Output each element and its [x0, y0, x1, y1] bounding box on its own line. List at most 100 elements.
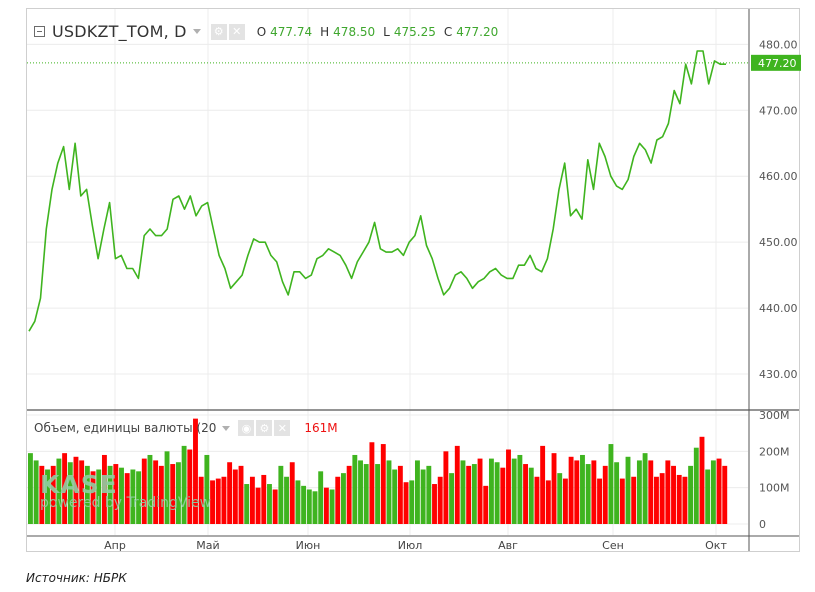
volume-bar — [50, 465, 56, 524]
volume-bar — [141, 458, 147, 524]
volume-bar — [409, 480, 415, 524]
visibility-icon[interactable]: ◉ — [238, 420, 255, 436]
volume-bar — [198, 476, 204, 524]
volume-bar — [511, 458, 517, 524]
volume-bar — [534, 476, 540, 524]
volume-bar — [73, 456, 79, 524]
volume-bar — [705, 469, 711, 524]
volume-bar — [90, 471, 96, 524]
volume-bar — [181, 445, 187, 524]
volume-bar — [62, 453, 68, 524]
volume-bar — [722, 465, 728, 524]
volume-bar — [506, 449, 511, 524]
ohlc-open-value: 477.74 — [270, 24, 313, 39]
volume-bar — [437, 476, 443, 524]
ohlc-open-label: O — [256, 24, 267, 39]
time-tick-label: Май — [196, 539, 219, 552]
volume-bar — [528, 467, 534, 524]
volume-bar — [716, 458, 722, 524]
volume-bar — [517, 454, 523, 524]
volume-bar — [545, 480, 551, 524]
volume-bar — [221, 476, 227, 524]
price-line — [28, 50, 726, 332]
chevron-down-icon[interactable] — [222, 425, 231, 431]
ohlc-close-value: 477.20 — [456, 24, 499, 39]
volume-bar — [710, 460, 716, 524]
volume-bar — [261, 474, 267, 524]
volume-bar — [45, 469, 50, 524]
volume-bar — [659, 473, 665, 524]
volume-bar — [585, 464, 591, 524]
volume-bar — [96, 469, 102, 524]
volume-bar — [153, 460, 159, 524]
volume-bar — [352, 454, 358, 524]
volume-bar — [232, 469, 238, 524]
ohlc-low-label: L — [383, 24, 390, 39]
volume-bar — [306, 489, 312, 524]
volume-bar — [335, 476, 341, 524]
chevron-down-icon[interactable] — [192, 29, 201, 34]
volume-bar — [136, 471, 142, 524]
volume-bar — [329, 489, 335, 524]
volume-bar — [466, 465, 472, 524]
volume-bar — [244, 484, 250, 524]
price-line-layer — [27, 50, 749, 332]
volume-bar — [562, 478, 568, 524]
volume-bar — [597, 478, 602, 524]
volume-bar — [699, 436, 705, 524]
volume-bar — [580, 454, 585, 524]
volume-bar — [363, 464, 369, 524]
volume-bar — [426, 465, 432, 524]
settings-icon[interactable]: ⚙ — [210, 23, 227, 40]
volume-bar — [289, 462, 295, 524]
symbol-title[interactable]: USDKZT_TOM, D — [52, 22, 187, 41]
volume-bar — [369, 442, 375, 524]
ohlc-high-label: H — [320, 24, 330, 39]
volume-bar — [79, 460, 85, 524]
volume-bar — [210, 480, 216, 524]
volume-bar — [631, 476, 637, 524]
volume-bar — [101, 454, 107, 524]
volume-bar — [625, 456, 631, 524]
volume-bar — [523, 464, 529, 524]
volume-title[interactable]: Объем, единицы валюты (20 — [34, 421, 217, 435]
volume-bar — [443, 451, 449, 524]
main-legend: USDKZT_TOM, D ⚙ ✕ O 477.74 H 478.50 L 47… — [34, 22, 498, 41]
settings-icon[interactable]: ⚙ — [256, 420, 273, 436]
volume-bar — [204, 454, 210, 524]
volume-bar — [648, 460, 654, 524]
volume-bar — [56, 458, 62, 524]
volume-bar — [249, 476, 255, 524]
volume-bar — [284, 476, 289, 524]
powered-by-text: powered by TradingView — [40, 495, 212, 511]
volume-bar — [39, 465, 45, 524]
time-tick-label: Июл — [398, 539, 423, 552]
volume-bar — [267, 484, 272, 524]
volume-bar — [147, 454, 153, 524]
source-note: Источник: НБРК — [26, 571, 127, 585]
collapse-icon[interactable] — [34, 26, 45, 37]
volume-bar — [227, 462, 233, 524]
volume-bar — [272, 489, 278, 524]
volume-tick-label: 100M — [759, 482, 790, 495]
close-icon[interactable]: ✕ — [274, 420, 291, 436]
volume-bar — [494, 462, 500, 524]
close-icon[interactable]: ✕ — [228, 23, 245, 40]
ohlc-close-label: C — [443, 24, 453, 39]
volume-bar — [312, 491, 318, 524]
time-tick-label: Окт — [705, 539, 727, 552]
volume-bar — [193, 418, 198, 524]
volume-bar — [403, 482, 409, 524]
volume-bar — [557, 473, 563, 524]
volume-bar — [295, 480, 301, 524]
axis-layer: 480.00 470.00 460.00 450.00 440.00 430.00 300M… — [27, 9, 801, 552]
volume-bar — [346, 465, 352, 524]
volume-bar — [540, 445, 546, 524]
price-tick-label: 450.00 — [759, 236, 798, 249]
volume-bar — [164, 451, 170, 524]
kase-logo: KASE — [40, 470, 118, 499]
volume-bar — [471, 464, 477, 524]
volume-bar — [341, 473, 346, 524]
volume-bar — [33, 460, 39, 524]
